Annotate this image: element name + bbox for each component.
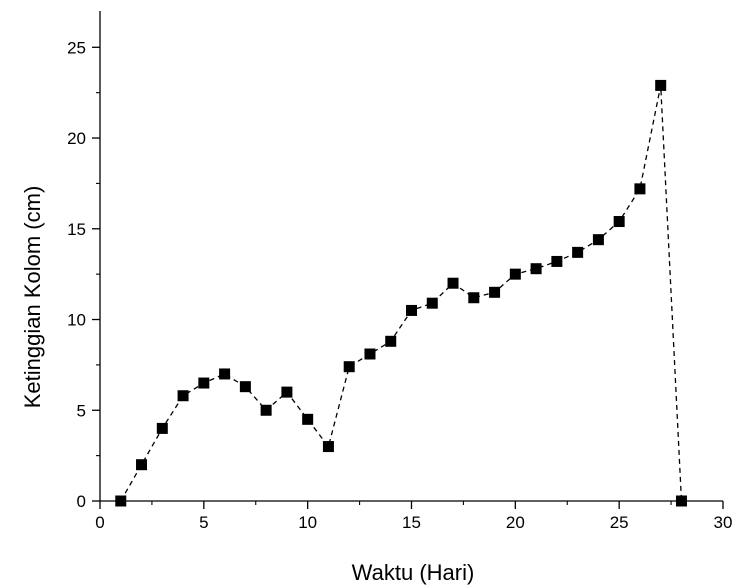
data-point [426,297,438,309]
y-tick-label: 5 [77,401,86,420]
data-point [281,386,293,398]
data-point [530,263,542,275]
data-point [572,246,584,258]
y-tick-label: 25 [67,38,86,57]
data-point [468,292,480,304]
x-tick-label: 15 [402,513,421,532]
y-tick-label: 0 [77,492,86,511]
ticks: 0 5 10 15 20 25 30 0 5 10 15 20 25 [67,38,732,532]
x-tick-label: 30 [714,513,733,532]
x-tick-label: 25 [610,513,629,532]
series-line [120,85,683,502]
data-point [592,234,604,246]
data-point [198,377,210,389]
y-axis-label: Ketinggian Kolom (cm) [20,186,45,409]
data-point [115,495,127,507]
data-point [302,413,314,425]
y-tick-label: 15 [67,220,86,239]
data-point [406,304,417,316]
data-point [634,183,646,195]
data-point [136,459,148,471]
y-tick-label: 20 [67,129,86,148]
series-group [115,79,687,507]
data-point [322,441,334,453]
data-point [551,255,563,267]
data-point [343,361,355,373]
data-point [613,216,625,228]
data-point [675,495,687,507]
data-point [364,348,376,360]
x-axis-label: Waktu (Hari) [352,560,475,585]
data-point [177,390,189,402]
y-tick-label: 10 [67,311,86,330]
data-point [655,79,667,91]
data-point [260,404,272,416]
data-point [447,277,459,289]
x-tick-label: 0 [95,513,104,532]
data-point [239,381,251,393]
x-tick-label: 5 [199,513,208,532]
data-point [489,286,501,298]
x-tick-label: 10 [298,513,317,532]
data-point [385,335,397,347]
x-tick-label: 20 [506,513,525,532]
data-point [219,368,231,380]
data-point [509,268,521,280]
axes [99,11,723,502]
data-point [156,422,168,434]
